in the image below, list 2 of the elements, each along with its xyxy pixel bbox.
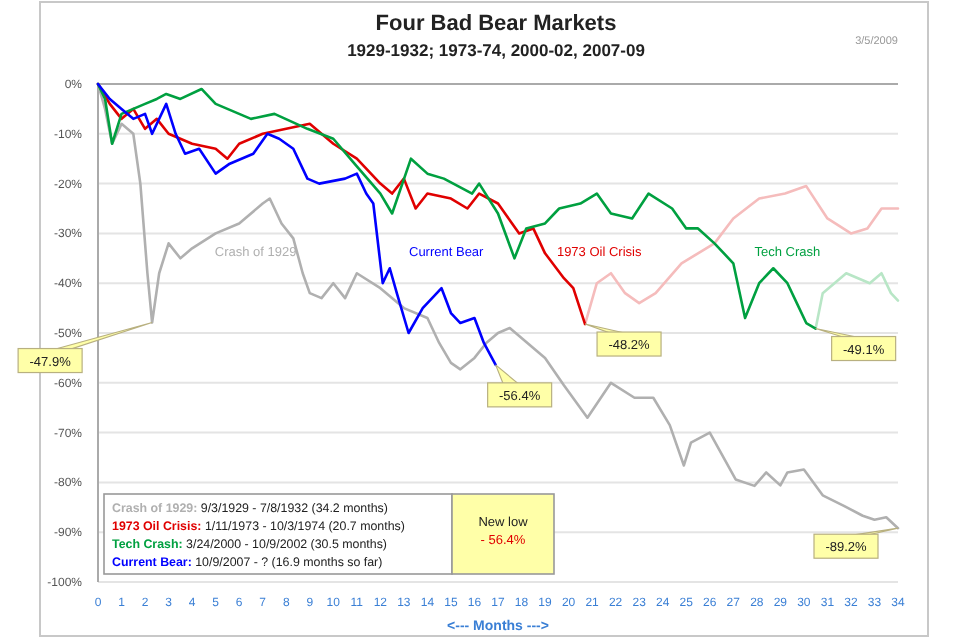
chart-subtitle: 1929-1932; 1973-74, 2000-02, 2007-09	[347, 40, 646, 60]
chart-title: Four Bad Bear Markets	[375, 12, 617, 36]
